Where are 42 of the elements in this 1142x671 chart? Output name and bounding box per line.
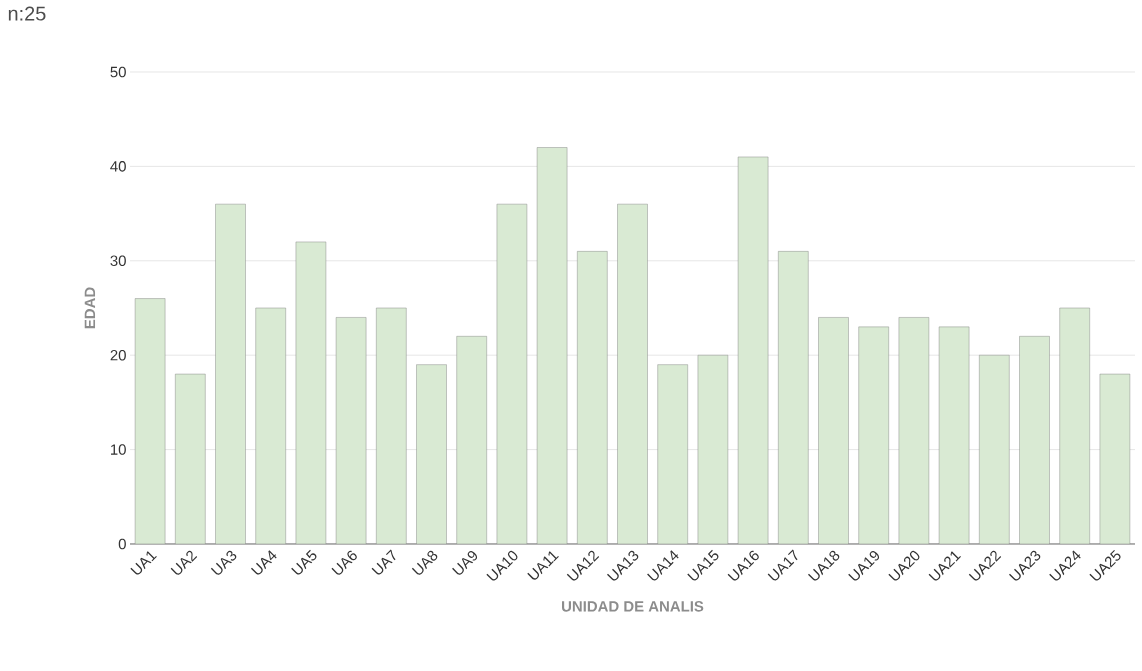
bar [617,203,648,544]
x-tick-label: UA4 [250,550,277,575]
bar [818,317,849,544]
y-tick-label: 50 [110,66,126,78]
bar [1099,373,1131,544]
bar [979,354,1010,544]
x-tick-label: UA5 [291,549,317,575]
x-tick-label: UA6 [331,550,357,575]
y-axis-title: EDAD [84,287,96,329]
x-tick-label: UA3 [210,550,237,575]
x-tick-label: UA2 [170,550,198,575]
bar [175,373,206,544]
bar [778,251,809,544]
y-tick-label: 0 [118,538,126,550]
bar [536,147,568,544]
y-tick-label: 20 [110,349,126,361]
bar [1019,336,1050,544]
bar [456,336,487,544]
bar [697,354,729,544]
bar [657,364,688,544]
bar [737,156,769,544]
bar [898,317,930,544]
bar [938,326,970,544]
y-tick-label: 40 [110,161,126,172]
y-tick-label: 10 [111,444,126,455]
bar [858,326,889,544]
bar [335,317,367,544]
bar [215,203,246,544]
bar [496,203,528,544]
chart-title: n:25 [8,6,46,21]
x-tick-label: UA9 [452,550,478,575]
bar [295,241,327,544]
x-tick-label: UA8 [411,550,438,575]
bar [255,307,286,544]
y-tick-label: 30 [110,255,126,267]
x-axis-title: UNIDAD DE ANALIS [562,601,704,612]
bar [376,307,407,544]
bar [577,251,608,544]
bar [416,364,447,544]
bar [134,298,166,544]
x-tick-label: UA1 [130,551,157,575]
bar [1059,307,1090,544]
